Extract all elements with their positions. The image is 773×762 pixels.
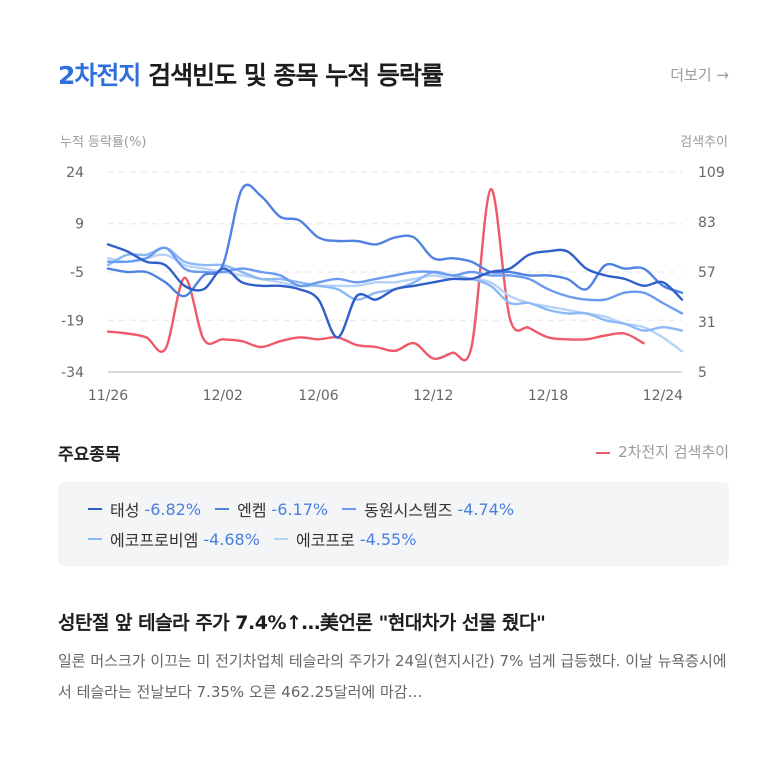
section-title: 주요종목 xyxy=(58,445,121,465)
right-tick-label: 57 xyxy=(698,265,716,281)
news-body: 일론 머스크가 이끄는 미 전기차업체 테슬라의 주가가 24일(현지시간) 7… xyxy=(58,652,727,701)
stock-row-1: 태성 -6.82% 엔켐 -6.17% 동원시스템즈 -4.74% xyxy=(88,494,729,524)
left-axis-label: 누적 등락률(%) xyxy=(60,135,146,150)
right-axis-label: 검색추이 xyxy=(680,135,728,150)
title-keyword: 2차전지 xyxy=(58,61,141,90)
series-line-6 xyxy=(106,188,645,362)
title-rest: 검색빈도 및 종목 누적 등락률 xyxy=(140,61,444,90)
header: 2차전지 검색빈도 및 종목 누적 등락률 더보기 → xyxy=(58,56,729,96)
search-legend-swatch xyxy=(596,451,611,454)
x-tick-label: 11/26 xyxy=(88,388,128,404)
right-tick-label: 5 xyxy=(698,365,707,381)
chart-svg: 누적 등락률(%) 검색추이 24 9 -5 -19 -34 109 83 57 31 5 11/26 1… xyxy=(60,135,728,404)
stock-change: -4.55% xyxy=(359,529,417,549)
stock-item-enchem[interactable]: 엔켐 -6.17% xyxy=(215,497,328,521)
line-chart: 누적 등락률(%) 검색추이 24 9 -5 -19 -34 109 83 57 31 5 11/26 1… xyxy=(50,126,740,416)
right-tick-label: 31 xyxy=(698,315,716,331)
stock-name: 동원시스템즈 xyxy=(364,501,453,520)
stock-row-2: 에코프로비엠 -4.68% 에코프로 -4.55% xyxy=(88,524,729,554)
stock-swatch xyxy=(342,508,357,510)
x-tick-label: 12/24 xyxy=(643,388,683,404)
stock-swatch xyxy=(273,538,288,540)
right-tick-label: 109 xyxy=(698,165,725,181)
stock-name: 에코프로 xyxy=(295,531,355,550)
stock-swatch xyxy=(88,538,102,540)
stock-change: -4.74% xyxy=(457,499,515,519)
right-tick-label: 83 xyxy=(698,215,716,231)
left-tick-label: 24 xyxy=(66,165,84,181)
search-legend-label: 2차전지 검색추이 xyxy=(618,443,729,461)
stock-swatch xyxy=(215,508,230,510)
stock-item-ecopro-bm[interactable]: 에코프로비엠 -4.68% xyxy=(88,527,260,551)
x-tick-label: 12/02 xyxy=(203,388,243,404)
news-article[interactable]: 성탄절 앞 테슬라 주가 7.4%↑…美언론 "현대차가 선물 줬다" 일론 머… xyxy=(58,608,738,708)
series-line-3 xyxy=(106,246,684,315)
left-tick-label: -34 xyxy=(61,365,84,381)
stock-change: -6.17% xyxy=(271,499,329,519)
stock-name: 에코프로비엠 xyxy=(110,531,199,550)
section-header: 주요종목 2차전지 검색추이 xyxy=(58,440,729,465)
search-trend-legend: 2차전지 검색추이 xyxy=(596,441,729,462)
stock-change: -4.68% xyxy=(203,529,260,549)
left-tick-label: -19 xyxy=(61,313,84,329)
stock-item-taesung[interactable]: 태성 -6.82% xyxy=(88,497,201,521)
stock-name: 태성 xyxy=(110,501,140,520)
stock-item-dongwon-systems[interactable]: 동원시스템즈 -4.74% xyxy=(342,497,514,521)
page-title: 2차전지 검색빈도 및 종목 누적 등락률 xyxy=(58,56,444,92)
x-tick-label: 12/12 xyxy=(413,388,453,404)
more-link[interactable]: 더보기 → xyxy=(670,66,729,84)
stock-change: -6.82% xyxy=(144,499,202,519)
x-tick-label: 12/18 xyxy=(528,388,568,404)
series-line-1 xyxy=(106,243,684,339)
series-line-2 xyxy=(106,183,684,298)
stock-swatch xyxy=(88,508,102,510)
left-tick-label: 9 xyxy=(75,217,84,233)
stock-item-ecopro[interactable]: 에코프로 -4.55% xyxy=(273,527,417,551)
stock-legend-box: 태성 -6.82% 엔켐 -6.17% 동원시스템즈 -4.74% 에코프로비엠… xyxy=(58,482,729,566)
stock-name: 엔켐 xyxy=(237,501,267,520)
left-tick-label: -5 xyxy=(70,265,84,281)
news-title[interactable]: 성탄절 앞 테슬라 주가 7.4%↑…美언론 "현대차가 선물 줬다" xyxy=(58,612,546,634)
x-tick-label: 12/06 xyxy=(298,388,338,404)
